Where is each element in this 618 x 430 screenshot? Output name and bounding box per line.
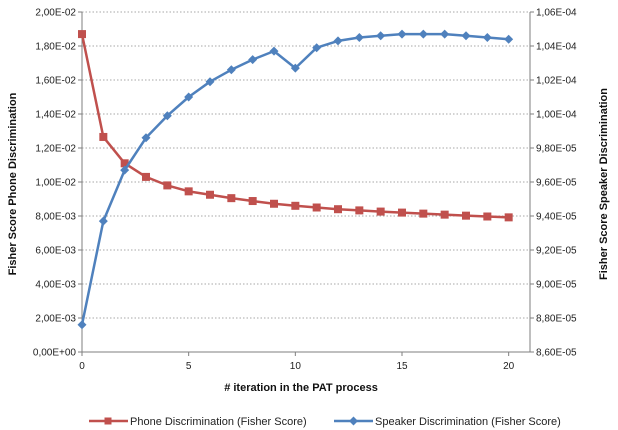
data-point-phone — [334, 205, 342, 214]
data-point-phone — [312, 203, 321, 212]
x-tick-label: 20 — [503, 361, 515, 372]
data-point-speaker — [418, 29, 428, 39]
left-axis-ticks: 0,00E+00 2,00E-03 4,00E-03 6,00E-03 8,00E-03… — [33, 8, 82, 359]
data-point-speaker — [376, 31, 386, 41]
data-point-speaker — [120, 165, 130, 175]
right-tick-label: 9,00E-05 — [536, 280, 577, 291]
left-tick-label: 4,00E-03 — [35, 280, 76, 291]
left-tick-label: 8,00E-03 — [35, 212, 76, 223]
x-tick-label: 15 — [396, 361, 408, 372]
right-tick-label: 8,60E-05 — [536, 348, 577, 359]
data-point-phone — [248, 197, 257, 206]
right-tick-label: 9,80E-05 — [536, 144, 577, 155]
data-point-phone — [483, 212, 492, 221]
legend-item-speaker: Speaker Discrimination (Fisher Score) — [334, 416, 561, 428]
data-point-speaker — [290, 63, 300, 73]
data-point-phone — [206, 190, 214, 199]
left-tick-label: 1,00E-02 — [35, 178, 76, 189]
right-tick-label: 1,04E-04 — [536, 42, 577, 53]
data-point-speaker — [482, 33, 492, 42]
data-point-speaker — [354, 33, 364, 42]
data-point-speaker — [205, 77, 215, 87]
legend-item-phone: Phone Discrimination (Fisher Score) — [89, 416, 307, 428]
data-point-phone — [419, 209, 428, 218]
data-point-phone — [355, 206, 364, 215]
legend-speaker-marker — [349, 416, 358, 426]
left-tick-label: 0,00E+00 — [33, 348, 77, 359]
gridlines — [82, 11, 530, 319]
x-tick-label: 0 — [79, 361, 85, 372]
legend-speaker-label: Speaker Discrimination (Fisher Score) — [375, 416, 561, 428]
data-point-phone — [462, 211, 470, 220]
data-point-phone — [163, 181, 172, 190]
data-point-speaker — [162, 111, 172, 121]
data-point-speaker — [141, 133, 151, 143]
data-point-phone — [184, 187, 193, 196]
left-tick-label: 2,00E-03 — [35, 314, 76, 325]
data-point-speaker — [461, 31, 471, 41]
data-point-speaker — [397, 29, 407, 39]
data-point-phone — [376, 207, 385, 216]
data-point-speaker — [312, 43, 322, 53]
legend: Phone Discrimination (Fisher Score) Spea… — [89, 416, 561, 428]
data-point-speaker — [77, 320, 87, 330]
x-axis-title: # iteration in the PAT process — [224, 382, 378, 394]
data-point-phone — [270, 199, 278, 208]
data-point-phone — [120, 159, 129, 168]
x-axis-ticks: 0 5 10 15 20 — [79, 352, 515, 372]
right-tick-label: 9,40E-05 — [536, 212, 577, 223]
data-point-phone — [291, 201, 300, 210]
data-point-speaker — [440, 29, 450, 39]
series-line-phone — [80, 33, 509, 219]
left-tick-label: 1,60E-02 — [35, 76, 76, 87]
data-point-speaker — [248, 55, 258, 65]
data-point-phone — [440, 210, 449, 219]
left-tick-label: 6,00E-03 — [35, 246, 76, 257]
data-point-speaker — [504, 34, 514, 44]
left-tick-label: 1,80E-02 — [35, 42, 76, 53]
right-tick-label: 1,00E-04 — [536, 110, 577, 121]
data-point-phone — [398, 208, 406, 217]
legend-phone-marker — [104, 417, 112, 425]
left-tick-label: 2,00E-02 — [35, 8, 76, 19]
data-point-phone — [78, 30, 86, 39]
right-axis-title: Fisher Score Speaker Discrimination — [598, 88, 610, 280]
data-point-speaker — [184, 92, 194, 102]
right-tick-label: 8,80E-05 — [536, 314, 577, 325]
right-tick-label: 1,02E-04 — [536, 76, 577, 87]
right-tick-label: 9,60E-05 — [536, 178, 577, 189]
x-tick-label: 5 — [186, 361, 192, 372]
left-axis-title: Fisher Score Phone Discrimination — [7, 92, 19, 275]
left-tick-label: 1,40E-02 — [35, 110, 76, 121]
data-point-speaker — [269, 46, 279, 56]
data-point-phone — [142, 172, 150, 181]
data-point-phone — [99, 132, 108, 141]
x-tick-label: 10 — [290, 361, 302, 372]
right-tick-label: 9,20E-05 — [536, 246, 577, 257]
left-tick-label: 1,20E-02 — [35, 144, 76, 155]
data-point-phone — [504, 213, 513, 222]
data-point-speaker — [98, 216, 108, 226]
data-point-speaker — [226, 65, 236, 75]
data-point-speaker — [333, 36, 343, 46]
legend-phone-label: Phone Discrimination (Fisher Score) — [130, 416, 307, 428]
data-point-phone — [227, 194, 236, 203]
right-axis-ticks: 8,60E-05 8,80E-05 9,00E-05 9,20E-05 9,40E-05… — [530, 8, 577, 359]
series-group — [77, 29, 514, 330]
right-tick-label: 1,06E-04 — [536, 8, 577, 19]
